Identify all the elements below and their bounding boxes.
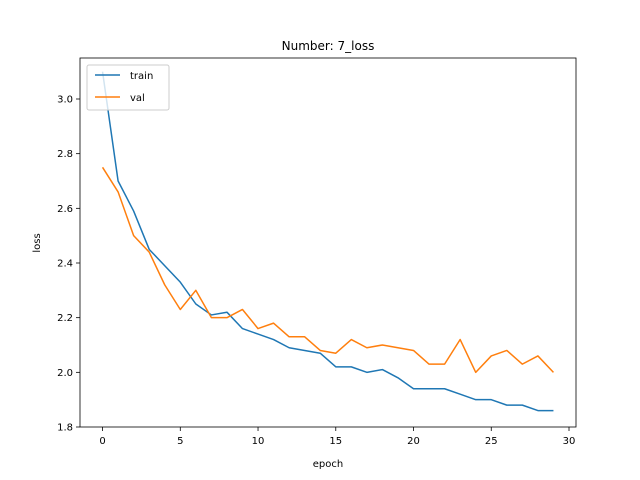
x-tick-label: 30: [563, 436, 576, 447]
series-line-val: [101, 166, 554, 374]
x-axis: 0 5 10 15 20 25 30: [99, 427, 575, 447]
y-tick-label: 2.6: [57, 204, 73, 215]
y-tick-label: 2.4: [57, 259, 73, 270]
series-layer: [101, 71, 554, 412]
y-tick-label: 1.8: [57, 423, 73, 434]
y-tick-label: 3.0: [57, 95, 73, 106]
x-tick-label: 25: [485, 436, 498, 447]
x-tick-label: 0: [99, 436, 105, 447]
legend: train val: [86, 64, 170, 111]
x-tick-label: 10: [252, 436, 265, 447]
legend-box: [86, 64, 170, 111]
x-tick-label: 5: [177, 436, 183, 447]
y-tick-label: 2.0: [57, 368, 73, 379]
y-tick-label: 2.8: [57, 149, 73, 160]
plot-frame: [79, 57, 577, 428]
x-tick-label: 15: [329, 436, 342, 447]
series-line-train: [101, 71, 554, 412]
y-axis-label: loss: [32, 233, 43, 252]
legend-label-val: val: [130, 93, 145, 104]
x-tick-label: 20: [407, 436, 420, 447]
y-axis: 1.8 2.0 2.2 2.4 2.6 2.8 3.0: [57, 95, 80, 434]
chart-title: Number: 7_loss: [282, 39, 375, 53]
x-axis-label: epoch: [313, 459, 343, 470]
y-tick-label: 2.2: [57, 313, 73, 324]
legend-label-train: train: [130, 71, 153, 82]
